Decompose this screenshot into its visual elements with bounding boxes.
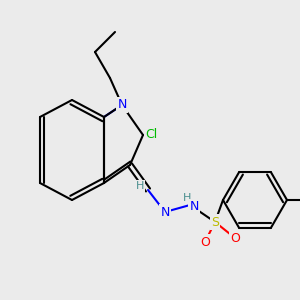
Text: O: O	[200, 236, 210, 248]
Text: Cl: Cl	[145, 128, 157, 142]
Text: H: H	[183, 193, 191, 203]
Text: S: S	[211, 215, 219, 229]
Text: N: N	[160, 206, 170, 218]
Text: N: N	[117, 98, 127, 112]
Text: O: O	[230, 232, 240, 244]
Text: N: N	[189, 200, 199, 214]
Text: H: H	[136, 181, 144, 191]
